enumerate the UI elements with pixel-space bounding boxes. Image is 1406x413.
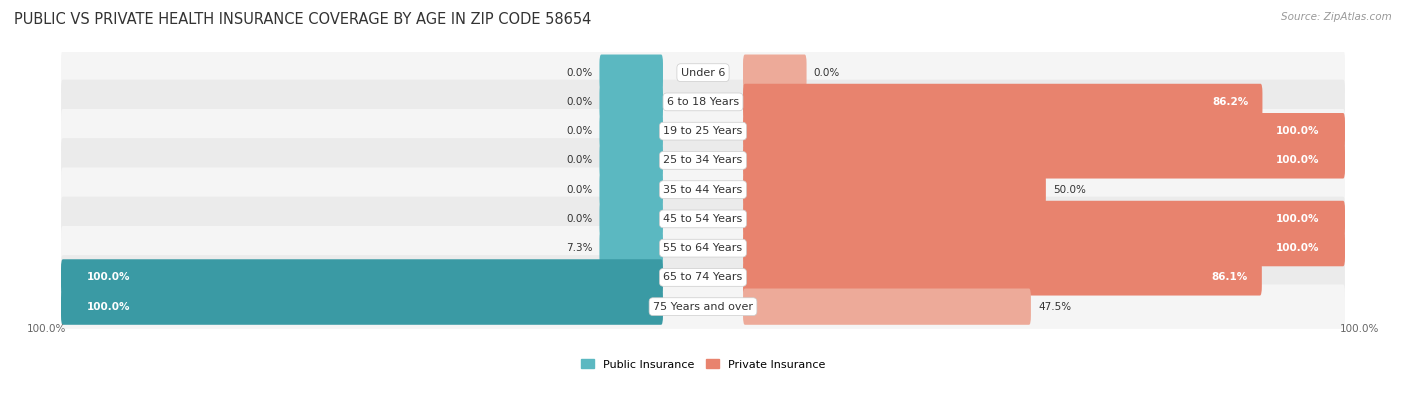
Text: 6 to 18 Years: 6 to 18 Years [666, 97, 740, 107]
FancyBboxPatch shape [742, 201, 1346, 237]
FancyBboxPatch shape [742, 84, 1263, 120]
Text: 100.0%: 100.0% [1275, 155, 1319, 165]
FancyBboxPatch shape [599, 230, 664, 266]
FancyBboxPatch shape [599, 171, 664, 208]
Text: 0.0%: 0.0% [567, 68, 592, 78]
Text: 100.0%: 100.0% [87, 273, 131, 282]
FancyBboxPatch shape [60, 255, 1346, 299]
Text: 65 to 74 Years: 65 to 74 Years [664, 273, 742, 282]
FancyBboxPatch shape [60, 109, 1346, 153]
FancyBboxPatch shape [60, 259, 664, 296]
Text: 86.1%: 86.1% [1212, 273, 1249, 282]
FancyBboxPatch shape [742, 171, 1046, 208]
Text: 25 to 34 Years: 25 to 34 Years [664, 155, 742, 165]
FancyBboxPatch shape [742, 113, 1346, 149]
FancyBboxPatch shape [599, 55, 664, 91]
Text: 0.0%: 0.0% [567, 185, 592, 195]
FancyBboxPatch shape [60, 226, 1346, 271]
FancyBboxPatch shape [742, 55, 807, 91]
FancyBboxPatch shape [742, 230, 1346, 266]
Text: 47.5%: 47.5% [1038, 301, 1071, 312]
FancyBboxPatch shape [60, 50, 1346, 95]
Text: 0.0%: 0.0% [567, 126, 592, 136]
Text: 19 to 25 Years: 19 to 25 Years [664, 126, 742, 136]
FancyBboxPatch shape [742, 142, 1346, 178]
FancyBboxPatch shape [60, 167, 1346, 212]
Text: 45 to 54 Years: 45 to 54 Years [664, 214, 742, 224]
FancyBboxPatch shape [742, 289, 1031, 325]
FancyBboxPatch shape [599, 113, 664, 149]
Text: 0.0%: 0.0% [567, 214, 592, 224]
Text: Under 6: Under 6 [681, 68, 725, 78]
Text: PUBLIC VS PRIVATE HEALTH INSURANCE COVERAGE BY AGE IN ZIP CODE 58654: PUBLIC VS PRIVATE HEALTH INSURANCE COVER… [14, 12, 592, 27]
Text: 100.0%: 100.0% [87, 301, 131, 312]
Text: 55 to 64 Years: 55 to 64 Years [664, 243, 742, 253]
Text: 7.3%: 7.3% [565, 243, 592, 253]
FancyBboxPatch shape [599, 201, 664, 237]
FancyBboxPatch shape [60, 80, 1346, 124]
Text: 50.0%: 50.0% [1053, 185, 1085, 195]
Legend: Public Insurance, Private Insurance: Public Insurance, Private Insurance [575, 354, 831, 375]
FancyBboxPatch shape [60, 285, 1346, 329]
FancyBboxPatch shape [60, 138, 1346, 183]
Text: 100.0%: 100.0% [1340, 325, 1379, 335]
Text: 100.0%: 100.0% [1275, 214, 1319, 224]
Text: 35 to 44 Years: 35 to 44 Years [664, 185, 742, 195]
Text: 100.0%: 100.0% [27, 325, 66, 335]
FancyBboxPatch shape [60, 197, 1346, 241]
FancyBboxPatch shape [60, 289, 664, 325]
Text: Source: ZipAtlas.com: Source: ZipAtlas.com [1281, 12, 1392, 22]
Text: 0.0%: 0.0% [567, 155, 592, 165]
FancyBboxPatch shape [599, 142, 664, 178]
Text: 0.0%: 0.0% [567, 97, 592, 107]
Text: 75 Years and over: 75 Years and over [652, 301, 754, 312]
Text: 86.2%: 86.2% [1212, 97, 1249, 107]
FancyBboxPatch shape [742, 259, 1261, 296]
Text: 100.0%: 100.0% [1275, 126, 1319, 136]
Text: 100.0%: 100.0% [1275, 243, 1319, 253]
Text: 0.0%: 0.0% [814, 68, 839, 78]
FancyBboxPatch shape [599, 84, 664, 120]
